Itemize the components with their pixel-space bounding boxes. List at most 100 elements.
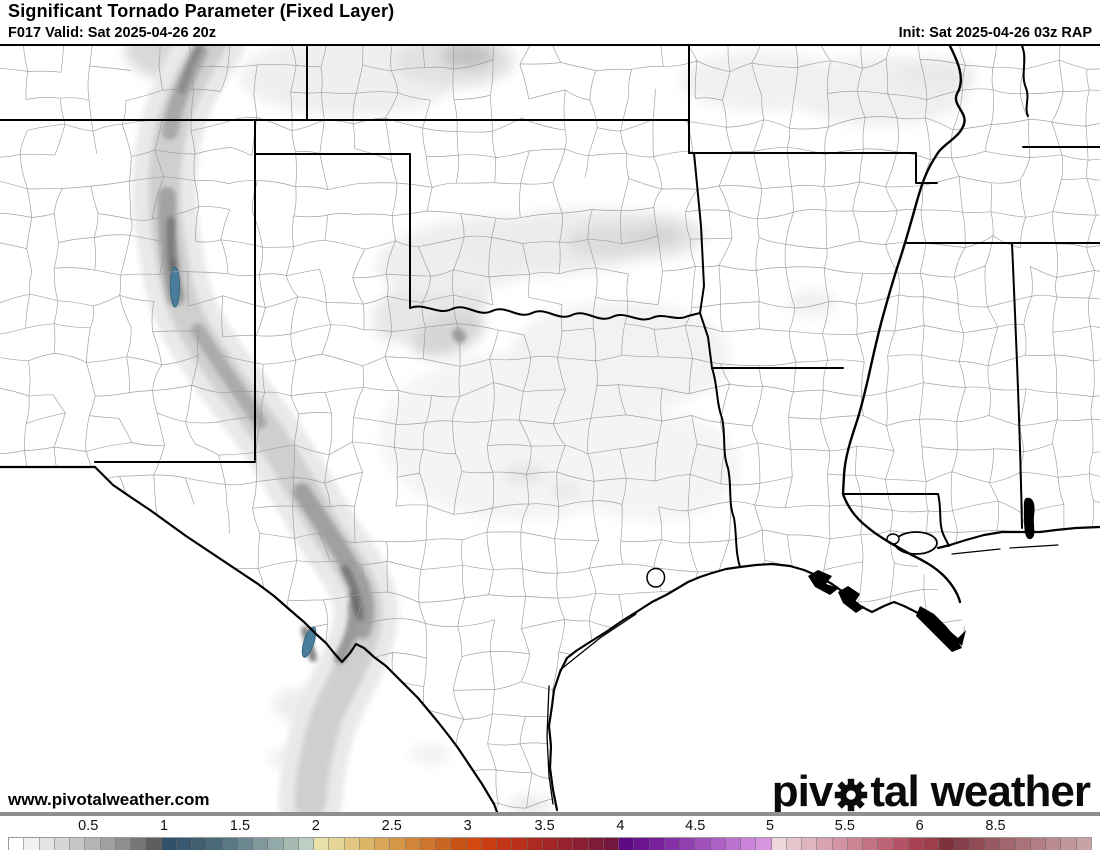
mobile-bay xyxy=(1023,497,1035,540)
color-scale-cell xyxy=(146,838,162,850)
color-scale-cell xyxy=(207,838,223,850)
legend-tick: 1 xyxy=(160,818,169,834)
header: Significant Tornado Parameter (Fixed Lay… xyxy=(0,0,1100,44)
color-scale-cell xyxy=(237,838,253,850)
color-scale-cell xyxy=(893,838,909,850)
legend-tick: 4 xyxy=(616,818,625,834)
lake-pontchartrain xyxy=(894,531,938,555)
color-scale-cell xyxy=(649,838,665,850)
color-scale-cell xyxy=(802,838,818,850)
color-scale-cell xyxy=(344,838,360,850)
state-boundaries xyxy=(0,46,1100,568)
color-scale-cell xyxy=(695,838,711,850)
color-scale-cell xyxy=(664,838,680,850)
color-scale-cell xyxy=(603,838,619,850)
barrier-island-matagorda xyxy=(559,613,637,671)
color-scale-cell xyxy=(542,838,558,850)
legend-tick-labels: 0.5 1 1.5 2 2.5 3 3.5 4 4.5 5 5.5 6 8.5 xyxy=(8,818,1092,834)
color-scale-cell xyxy=(634,838,650,850)
legend-tick: 4.5 xyxy=(685,818,706,834)
color-scale-cell xyxy=(527,838,543,850)
color-scale-cell xyxy=(24,838,40,850)
legend-tick: 6 xyxy=(915,818,924,834)
color-scale-cell xyxy=(497,838,513,850)
color-scale-cell xyxy=(924,838,940,850)
legend-tick: 5 xyxy=(766,818,775,834)
color-scale-bar xyxy=(8,837,1092,850)
map-area: www.pivotalweather.com piv xyxy=(0,44,1100,816)
color-scale-cell xyxy=(481,838,497,850)
color-scale-cell xyxy=(756,838,772,850)
color-scale-cell xyxy=(710,838,726,850)
watermark-url: www.pivotalweather.com xyxy=(8,790,210,809)
gear-icon xyxy=(835,778,868,812)
forecast-valid-label: F017 Valid: Sat 2025-04-26 20z xyxy=(8,25,216,41)
color-scale-cell xyxy=(54,838,70,850)
ms-al-coastline xyxy=(936,525,1100,550)
stp-peak-blue-west xyxy=(170,266,180,308)
color-scale-cell xyxy=(817,838,833,850)
color-scale-cell xyxy=(985,838,1001,850)
logo-part2: tal xyxy=(870,767,919,816)
color-scale-cell xyxy=(115,838,131,850)
color-scale-cell xyxy=(100,838,116,850)
mississippi-river xyxy=(841,46,966,604)
color-scale-cell xyxy=(558,838,574,850)
color-scale-cell xyxy=(176,838,192,850)
color-scale-cell xyxy=(969,838,985,850)
color-scale-cell xyxy=(1061,838,1077,850)
color-scale-cell xyxy=(329,838,345,850)
color-scale-cell xyxy=(588,838,604,850)
page-title: Significant Tornado Parameter (Fixed Lay… xyxy=(8,1,395,21)
legend-tick: 2 xyxy=(311,818,320,834)
barrier-island-ms-sound xyxy=(951,548,1001,555)
pivotal-weather-logo: piv tal xyxy=(771,767,1091,816)
color-scale-cell xyxy=(1046,838,1062,850)
color-scale-cell xyxy=(741,838,757,850)
barrier-island-padre xyxy=(546,685,554,805)
logo-part1: piv xyxy=(771,767,834,816)
color-scale-cell xyxy=(1000,838,1016,850)
legend-tick: 2.5 xyxy=(381,818,402,834)
galveston-bay xyxy=(646,567,666,588)
color-scale-cell xyxy=(1076,838,1091,850)
color-scale-cell xyxy=(619,838,635,850)
color-scale-cell xyxy=(283,838,299,850)
stp-contour-shading xyxy=(125,46,975,812)
legend-tick: 5.5 xyxy=(834,818,855,834)
color-scale-cell xyxy=(131,838,147,850)
color-scale-cell xyxy=(573,838,589,850)
legend-tick: 1.5 xyxy=(229,818,251,834)
delta-and-marsh xyxy=(808,497,1035,652)
color-scale-cell xyxy=(375,838,391,850)
color-scale-cell xyxy=(192,838,208,850)
color-scale-cell xyxy=(268,838,284,850)
color-scale-cell xyxy=(222,838,238,850)
color-scale-cell xyxy=(466,838,482,850)
color-scale-cell xyxy=(1015,838,1031,850)
legend-tick: 0.5 xyxy=(78,818,99,834)
color-scale-cell xyxy=(359,838,375,850)
color-scale-cell xyxy=(420,838,436,850)
color-scale-cell xyxy=(390,838,406,850)
model-init-label: Init: Sat 2025-04-26 03z RAP xyxy=(898,25,1092,41)
color-scale-cell xyxy=(512,838,528,850)
color-scale-cell xyxy=(39,838,55,850)
color-scale-cell xyxy=(954,838,970,850)
color-scale-cell xyxy=(405,838,421,850)
rio-grande-border xyxy=(93,465,499,812)
color-scale-cell xyxy=(436,838,452,850)
lakes-and-bays xyxy=(646,531,938,588)
color-scale-legend: 0.5 1 1.5 2 2.5 3 3.5 4 4.5 5 5.5 6 8.5 xyxy=(0,812,1100,850)
color-scale-cell xyxy=(680,838,696,850)
color-scale-cell xyxy=(85,838,101,850)
weather-map-graphic xyxy=(0,46,1100,812)
color-scale-cell xyxy=(451,838,467,850)
legend-tick: 8.5 xyxy=(985,818,1006,834)
color-scale-cell xyxy=(847,838,863,850)
legend-tick: 3 xyxy=(463,818,472,834)
color-scale-cell xyxy=(939,838,955,850)
color-scale-cell xyxy=(725,838,741,850)
color-scale-cell xyxy=(9,838,25,850)
